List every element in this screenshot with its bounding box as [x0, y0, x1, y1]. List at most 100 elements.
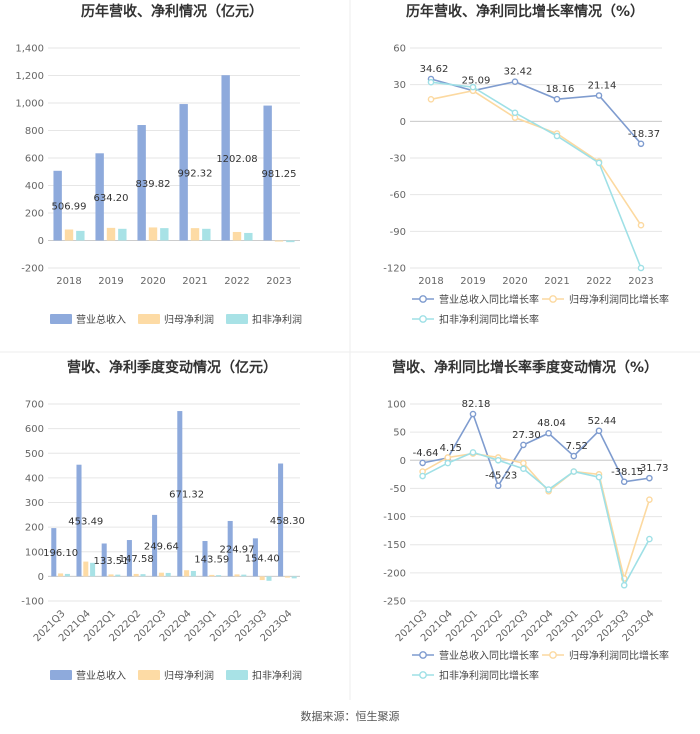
bar-netprofit	[234, 574, 240, 577]
legend: 营业总收入 归母净利润 扣非净利润	[50, 669, 302, 682]
data-label: 196.10	[43, 548, 78, 559]
data-label: 25.09	[462, 76, 491, 87]
x-tick-label: 2020	[502, 276, 527, 287]
data-label: 224.97	[220, 545, 255, 556]
bar-deducted	[216, 575, 222, 577]
bar-revenue	[137, 125, 146, 241]
series-line-2	[430, 89, 642, 226]
data-label: 147.58	[119, 554, 154, 565]
data-label: 32.42	[504, 67, 533, 78]
data-label: 154.40	[245, 553, 280, 564]
y-tick-label: 300	[25, 498, 44, 509]
y-tick-label: -60	[390, 190, 406, 201]
bar-netprofit	[158, 572, 164, 577]
legend-label: 归母净利润	[164, 313, 214, 326]
data-label: -45.23	[485, 471, 517, 482]
series-point-3	[620, 581, 628, 589]
data-label: 1202.08	[216, 154, 257, 165]
y-tick-label: 400	[25, 181, 44, 192]
bar-netprofit	[148, 227, 158, 241]
legend-swatch	[138, 670, 160, 680]
bar-revenue	[51, 528, 57, 577]
y-tick-label: 60	[393, 44, 406, 55]
y-tick-label: -30	[390, 154, 406, 165]
y-tick-label: 0	[38, 572, 44, 583]
legend-label: 归母净利润同比增长率	[569, 293, 669, 306]
series-point-2	[646, 496, 653, 503]
x-tick-label: 2018	[418, 276, 443, 287]
series-point-1	[570, 452, 578, 460]
y-tick-label: 30	[393, 80, 406, 91]
bar-deducted	[190, 570, 196, 577]
bar-deducted	[291, 576, 297, 579]
legend-label: 扣非净利润	[252, 669, 302, 682]
legend-marker	[419, 671, 427, 679]
data-label: -18.37	[628, 129, 660, 140]
legend: 营业总收入 归母净利润 扣非净利润	[50, 313, 302, 326]
x-tick-label: 2018	[56, 276, 81, 287]
bar-netprofit	[274, 240, 284, 242]
y-tick-label: 100	[387, 400, 406, 411]
legend-marker	[549, 295, 557, 303]
legend-swatch	[50, 670, 72, 680]
y-tick-label: -150	[383, 540, 406, 551]
x-tick-label: 2019	[98, 276, 123, 287]
series-point-1	[595, 92, 603, 99]
y-tick-label: 100	[25, 547, 44, 558]
y-tick-label: 1,400	[15, 44, 44, 55]
y-tick-label: 600	[25, 154, 44, 165]
data-label: 21.14	[588, 80, 617, 91]
bar-deducted	[118, 228, 127, 241]
data-label: 4.15	[440, 443, 462, 454]
data-label: 634.20	[94, 193, 129, 204]
chart-title: 营收、净利季度变动情况（亿元）	[67, 359, 277, 376]
data-label: 143.59	[194, 555, 229, 566]
series-point-2	[427, 96, 435, 103]
data-label: 839.82	[136, 179, 171, 190]
legend-swatch	[226, 670, 248, 680]
series-point-3	[427, 78, 435, 86]
bar-deducted	[76, 230, 85, 241]
data-label: 7.52	[566, 441, 588, 452]
bar-deducted	[286, 240, 295, 243]
y-tick-label: 600	[25, 424, 44, 435]
series-line-3	[430, 81, 642, 269]
y-tick-label: 50	[393, 428, 406, 439]
series-line-3	[422, 451, 651, 588]
series-line-1	[422, 412, 650, 488]
bar-revenue	[278, 463, 284, 577]
x-tick-label: 2022	[224, 276, 249, 287]
bar-deducted	[140, 574, 146, 577]
bar-deducted	[160, 228, 169, 241]
series-point-3	[419, 472, 426, 480]
legend-label: 扣非净利润	[252, 313, 302, 326]
x-tick-label: 2023	[266, 276, 291, 287]
series-point-3	[595, 473, 603, 481]
data-label: 453.49	[68, 517, 103, 528]
legend-label: 营业总收入	[76, 313, 126, 326]
y-tick-label: -90	[390, 227, 406, 238]
series-point-1	[595, 427, 603, 435]
y-tick-label: 0	[400, 117, 406, 128]
bar-revenue	[95, 153, 104, 241]
legend-label: 营业总收入同比增长率	[439, 293, 539, 306]
data-label: 992.32	[178, 168, 213, 179]
series-point-3	[444, 459, 452, 467]
series-point-1	[494, 482, 502, 490]
series-point-1	[637, 140, 645, 148]
y-tick-label: 700	[25, 400, 44, 411]
y-tick-label: -50	[390, 484, 406, 495]
bar-revenue	[227, 520, 233, 577]
bar-revenue	[202, 541, 208, 577]
y-tick-label: -100	[21, 597, 44, 608]
y-tick-label: 0	[400, 456, 406, 467]
x-tick-label: 2019	[460, 276, 485, 287]
series-point-1	[620, 478, 628, 486]
series-line-2	[422, 452, 651, 582]
bar-deducted	[244, 232, 253, 241]
data-label: 506.99	[52, 202, 87, 213]
legend-swatch	[50, 314, 72, 324]
series-point-1	[646, 474, 653, 482]
